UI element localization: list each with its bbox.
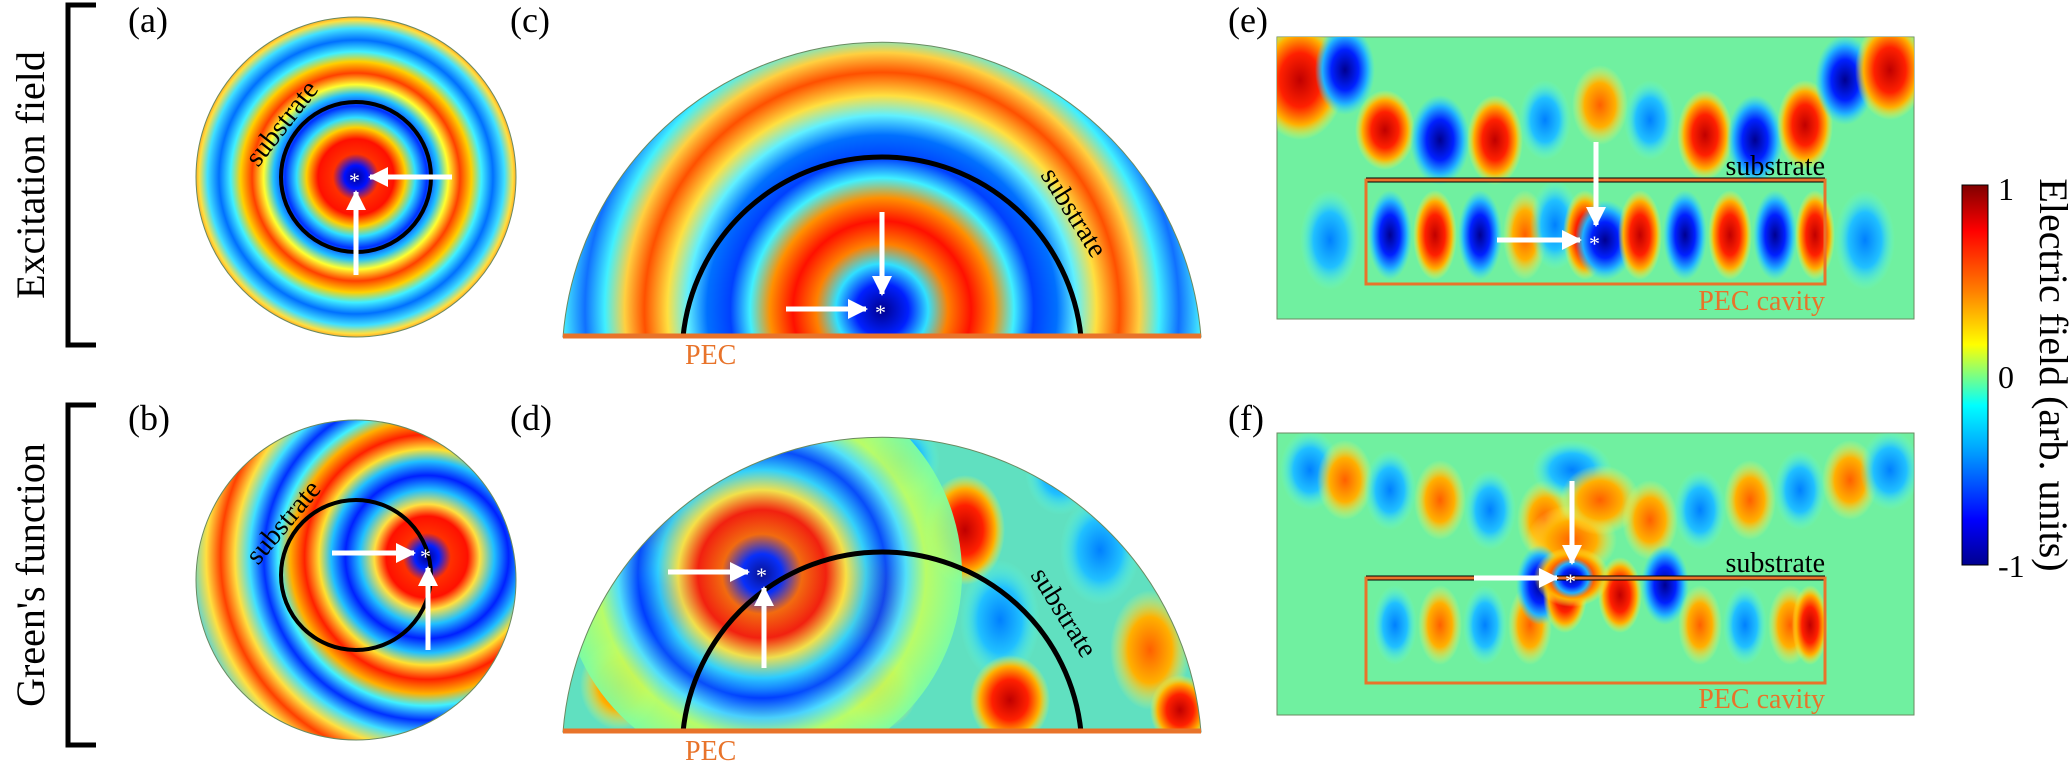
panel-b-source-marker: * [420, 544, 431, 569]
panel-label-d: (d) [510, 398, 552, 438]
colorbar-tick-min: -1 [1998, 548, 2025, 584]
colorbar-tick-max: 1 [1998, 171, 2014, 207]
panel-d-source-marker: * [756, 563, 767, 588]
panel-b-field-map: * substrate [195, 419, 517, 741]
panel-e-source-marker: * [1589, 231, 1600, 256]
panel-c-substrate-boundary [680, 154, 1084, 338]
panel-a-source-marker: * [349, 168, 360, 193]
panel-d-field-map: * substrate PEC [562, 436, 1202, 762]
panel-d-pec-label: PEC [685, 736, 736, 762]
panel-label-f: (f) [1228, 398, 1264, 438]
row-label-excitation-field: Excitation field [8, 51, 53, 299]
colorbar-tick-mid: 0 [1998, 359, 2014, 395]
panel-f-field-map: * substrate PEC cavity [1276, 432, 1915, 716]
row-bracket-bottom [65, 402, 96, 748]
panel-label-a: (a) [128, 0, 168, 40]
panel-c-field-map: * substrate PEC [562, 41, 1202, 371]
panel-c-source-marker: * [875, 300, 886, 325]
colorbar-gradient [1961, 184, 1989, 566]
panel-e-field-map: * substrate PEC cavity [1276, 36, 1915, 320]
colorbar: 1 0 -1 Electric field (arb. units) [1961, 171, 2071, 584]
panel-f-pec-cavity-label: PEC cavity [1698, 684, 1825, 715]
row-bracket-top [65, 2, 96, 348]
panel-e-substrate-label: substrate [1725, 151, 1825, 182]
panel-f-pec-cavity [1364, 576, 1827, 685]
panel-label-b: (b) [128, 398, 170, 438]
panel-c-pec-label: PEC [685, 340, 736, 371]
panel-a-field-map: * substrate [195, 16, 517, 338]
panel-label-c: (c) [510, 0, 550, 40]
colorbar-title: Electric field (arb. units) [2031, 178, 2071, 571]
panel-f-source-marker: * [1565, 569, 1576, 594]
panel-label-e: (e) [1228, 0, 1268, 40]
panel-d-substrate-boundary [680, 549, 1084, 733]
panel-f-substrate-label: substrate [1725, 548, 1825, 579]
row-label-greens-function: Green's function [8, 443, 53, 707]
panel-e-pec-cavity-label: PEC cavity [1698, 286, 1825, 317]
